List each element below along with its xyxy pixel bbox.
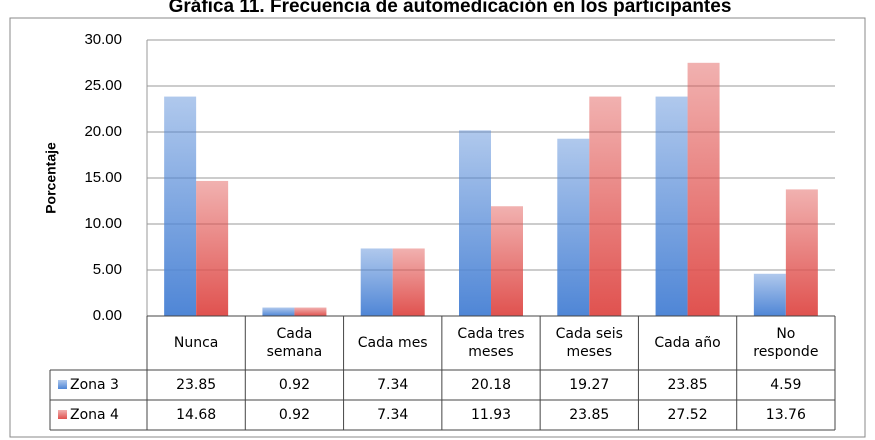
table-value: 23.85 (569, 407, 610, 423)
bar (491, 206, 523, 316)
legend-label: Zona 3 (70, 377, 119, 393)
legend-key (58, 380, 67, 389)
y-tick-label: 20.00 (84, 123, 122, 140)
x-tick-label: No responde (753, 326, 819, 360)
table-value: 23.85 (176, 377, 217, 393)
y-tick-label: 0.00 (93, 307, 122, 324)
bar (655, 96, 688, 316)
table-value: 4.59 (770, 377, 802, 393)
y-tick-label: 5.00 (93, 261, 122, 278)
table-value: 0.92 (278, 407, 310, 423)
bar (589, 96, 622, 316)
y-axis-label: Porcentaje (43, 142, 59, 214)
bar (557, 138, 590, 316)
table-value: 23.85 (667, 377, 708, 393)
table-value: 7.34 (377, 377, 409, 393)
bar (753, 273, 786, 316)
table-value: 13.76 (765, 407, 806, 423)
x-tick-label: Cada seis meses (555, 326, 623, 360)
y-tick-label: 10.00 (84, 215, 122, 232)
bar (196, 180, 229, 316)
bar (785, 189, 818, 316)
table-value: 0.92 (278, 377, 310, 393)
chart-title: Gráfica 11. Frecuencia de automedicación… (169, 0, 732, 17)
table-value: 7.34 (377, 407, 409, 423)
chart-border (9, 17, 866, 438)
table-value: 27.52 (667, 407, 708, 423)
y-tick-label: 25.00 (84, 77, 122, 94)
y-tick-label: 15.00 (84, 169, 122, 186)
legend-label: Zona 4 (70, 407, 119, 423)
x-tick-label: Cada semana (266, 326, 323, 360)
x-tick-label: Cada mes (357, 335, 428, 351)
bar (294, 307, 327, 316)
table-value: 19.27 (569, 377, 610, 393)
y-tick-label: 30.00 (84, 31, 122, 48)
x-tick-label: Nunca (173, 335, 219, 351)
bar (360, 248, 393, 316)
bar (687, 62, 720, 316)
bar (164, 96, 197, 316)
x-tick-label: Cada tres meses (457, 326, 525, 360)
table-value: 11.93 (470, 407, 512, 423)
bar (262, 307, 295, 316)
legend-key (58, 410, 67, 419)
bar (392, 248, 425, 316)
table-value: 20.18 (470, 377, 512, 393)
x-tick-label: Cada año (654, 335, 721, 351)
table-value: 14.68 (176, 407, 217, 423)
bar (459, 130, 491, 316)
